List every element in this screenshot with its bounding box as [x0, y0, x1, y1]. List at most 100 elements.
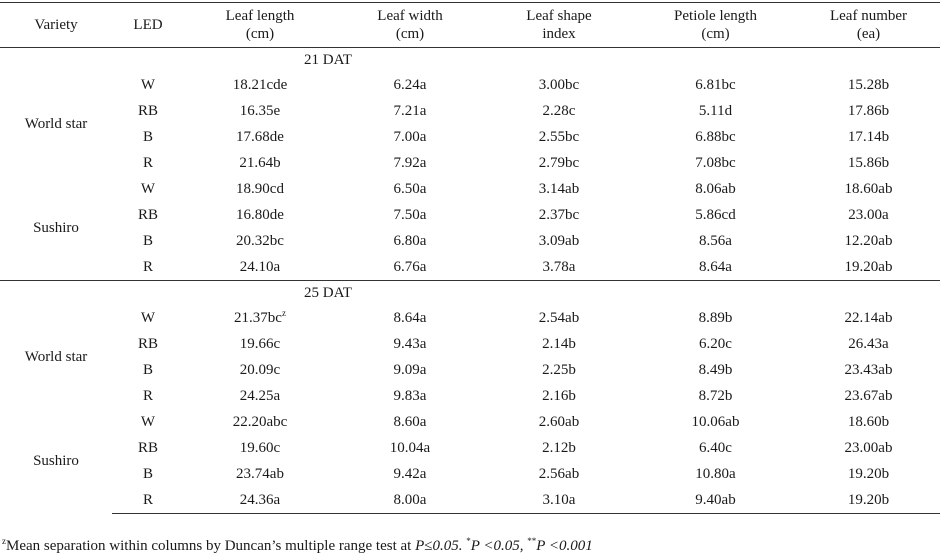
- petiole-length-cell: 9.40ab: [634, 487, 797, 514]
- leaf-width-cell: 8.64a: [336, 305, 484, 331]
- leaf-shape-cell: 2.25b: [484, 357, 634, 383]
- leaf-length-cell-value: 16.35e: [239, 103, 281, 119]
- leaf-shape-cell-value: 2.56ab: [538, 466, 580, 482]
- leaf-length-cell-value: 23.74ab: [236, 466, 284, 482]
- table-row: B 23.74ab 9.42a 2.56ab 10.80a 19.20b: [0, 461, 940, 487]
- leaf-shape-cell-value: 2.37bc: [538, 207, 580, 223]
- leaf-number-cell: 23.67ab: [797, 383, 940, 409]
- leaf-length-cell-value: 19.66c: [239, 336, 281, 352]
- petiole-length-cell-value: 8.06ab: [695, 181, 736, 197]
- leaf-width-cell-value: 7.92a: [393, 155, 427, 171]
- leaf-number-cell: 22.14ab: [797, 305, 940, 331]
- table-body: 21 DAT World star W 18.21cde 6.24a 3.00bc 6.81…: [0, 48, 940, 514]
- leaf-shape-cell-value: 2.14b: [542, 336, 576, 352]
- leaf-number-cell: 26.43a: [797, 331, 940, 357]
- table-row: B 20.32bc 6.80a 3.09ab 8.56a 12.20ab: [0, 228, 940, 254]
- petiole-length-cell: 6.20c: [634, 331, 797, 357]
- leaf-shape-cell: 3.10a: [484, 487, 634, 514]
- leaf-number-cell: 17.86b: [797, 98, 940, 124]
- led-cell: R: [112, 487, 184, 514]
- petiole-length-cell-value: 6.88bc: [695, 129, 736, 145]
- leaf-width-cell: 6.80a: [336, 228, 484, 254]
- leaf-length-cell-value: 24.36a: [239, 492, 281, 508]
- leaf-number-cell: 18.60b: [797, 409, 940, 435]
- led-cell-value: RB: [137, 103, 158, 119]
- leaf-width-cell: 7.50a: [336, 202, 484, 228]
- leaf-length-cell-value: 18.21cde: [232, 77, 288, 93]
- leaf-width-cell-value: 10.04a: [389, 440, 431, 456]
- leaf-width-cell: 7.00a: [336, 124, 484, 150]
- leaf-length-cell: 23.74ab: [184, 461, 336, 487]
- table-row: RB 16.35e 7.21a 2.28c 5.11d 17.86b: [0, 98, 940, 124]
- leaf-shape-cell: 2.28c: [484, 98, 634, 124]
- leaf-number-cell-value: 15.86b: [847, 155, 890, 171]
- petiole-length-cell-value: 6.20c: [699, 336, 732, 352]
- leaf-shape-cell-value: 2.60ab: [538, 414, 580, 430]
- leaf-width-cell-value: 7.21a: [393, 103, 427, 119]
- leaf-length-cell: 17.68de: [184, 124, 336, 150]
- leaf-number-cell-value: 15.28b: [847, 77, 890, 93]
- led-cell-value: W: [140, 77, 156, 93]
- leaf-number-cell: 19.20ab: [797, 254, 940, 281]
- leaf-width-cell: 10.04a: [336, 435, 484, 461]
- leaf-number-cell: 19.20b: [797, 461, 940, 487]
- led-cell-value: RB: [137, 440, 158, 456]
- led-cell: R: [112, 383, 184, 409]
- led-cell: B: [112, 124, 184, 150]
- leaf-length-cell: 19.66c: [184, 331, 336, 357]
- leaf-shape-cell-value: 3.78a: [542, 259, 576, 275]
- section-row: 21 DAT: [0, 48, 940, 73]
- led-cell-value: R: [142, 492, 153, 508]
- table-row: R 24.36a 8.00a 3.10a 9.40ab 19.20b: [0, 487, 940, 514]
- leaf-shape-cell: 2.16b: [484, 383, 634, 409]
- leaf-number-cell: 23.00a: [797, 202, 940, 228]
- table-row: Sushiro W 22.20abc 8.60a 2.60ab 10.06ab 18.60b: [0, 409, 940, 469]
- leaf-number-cell-value: 19.20b: [847, 466, 890, 482]
- leaf-width-cell: 8.00a: [336, 487, 484, 514]
- leaf-width-cell-value: 6.80a: [393, 233, 427, 249]
- table-row: Sushiro W 18.90cd 6.50a 3.14ab 8.06ab 18.60ab: [0, 176, 940, 236]
- leaf-number-cell: 23.43ab: [797, 357, 940, 383]
- led-cell-value: B: [142, 466, 153, 482]
- leaf-width-cell-value: 7.00a: [393, 129, 427, 145]
- table-row: RB 19.66c 9.43a 2.14b 6.20c 26.43a: [0, 331, 940, 357]
- leaf-shape-cell: 2.54ab: [484, 305, 634, 331]
- leaf-width-cell-value: 9.43a: [393, 336, 427, 352]
- leaf-number-cell-value: 22.14ab: [844, 310, 893, 326]
- petiole-length-cell-value: 10.06ab: [691, 414, 740, 430]
- table-row: World star W 18.21cde 6.24a 3.00bc 6.81bc 15.2…: [0, 72, 940, 132]
- petiole-length-cell: 6.40c: [634, 435, 797, 461]
- leaf-shape-cell-value: 2.28c: [542, 103, 576, 119]
- leaf-width-cell-value: 9.42a: [393, 466, 427, 482]
- leaf-shape-cell-value: 3.09ab: [538, 233, 580, 249]
- table-row: R 24.10a 6.76a 3.78a 8.64a 19.20ab: [0, 254, 940, 281]
- petiole-length-cell: 10.06ab: [634, 409, 797, 435]
- petiole-length-cell-value: 6.40c: [699, 440, 732, 456]
- petiole-length-cell: 10.80a: [634, 461, 797, 487]
- variety-cell: Sushiro: [33, 220, 79, 236]
- leaf-length-cell: 18.90cd: [184, 176, 336, 202]
- section-row: 25 DAT: [0, 280, 940, 305]
- leaf-width-cell-value: 9.83a: [393, 388, 427, 404]
- leaf-length-cell: 20.32bc: [184, 228, 336, 254]
- variety-cell: World star: [24, 349, 88, 365]
- table-row: World star W 21.37bcz 8.64a 2.54ab 8.89b 22.14…: [0, 305, 940, 366]
- leaf-number-cell-value: 17.86b: [847, 103, 890, 119]
- leaf-width-cell: 9.42a: [336, 461, 484, 487]
- leaf-width-cell: 9.09a: [336, 357, 484, 383]
- petiole-length-cell-value: 8.64a: [699, 259, 732, 275]
- petiole-length-cell: 7.08bc: [634, 150, 797, 176]
- leaf-number-cell: 23.00ab: [797, 435, 940, 461]
- petiole-length-cell: 6.81bc: [634, 72, 797, 98]
- leaf-shape-cell: 3.14ab: [484, 176, 634, 202]
- petiole-length-cell-value: 8.49b: [698, 362, 733, 378]
- footnote: zMean separation within columns by Dunca…: [2, 536, 593, 555]
- leaf-shape-cell: 3.00bc: [484, 72, 634, 98]
- variety-cell: Sushiro: [33, 453, 79, 470]
- led-cell: B: [112, 357, 184, 383]
- header-leaf-width: Leaf width (cm): [336, 2, 484, 48]
- leaf-shape-cell: 3.09ab: [484, 228, 634, 254]
- leaf-number-cell-value: 23.67ab: [844, 388, 893, 404]
- leaf-length-cell: 21.37bcz: [184, 305, 336, 331]
- leaf-number-cell-value: 19.20b: [847, 492, 890, 508]
